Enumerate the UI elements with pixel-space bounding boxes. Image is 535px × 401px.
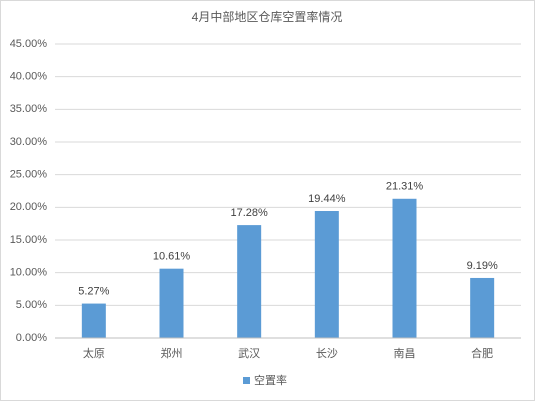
value-label: 10.61% [153, 251, 191, 263]
y-tick-label: 15.00% [10, 234, 48, 246]
value-label: 9.19% [467, 260, 498, 272]
value-label: 5.27% [78, 285, 109, 297]
value-label: 19.44% [308, 193, 346, 205]
x-tick-label: 合肥 [471, 346, 493, 360]
bar [237, 225, 262, 338]
value-label: 17.28% [231, 207, 269, 219]
y-tick-label: 20.00% [10, 201, 48, 213]
y-tick-label: 40.00% [10, 71, 48, 83]
y-tick-label: 45.00% [10, 38, 48, 50]
bar [470, 277, 495, 338]
legend-swatch [243, 377, 250, 384]
x-tick-label: 太原 [83, 347, 105, 360]
y-tick-label: 30.00% [10, 136, 48, 148]
x-tick-label: 郑州 [161, 346, 183, 360]
y-tick-label: 25.00% [10, 169, 48, 181]
bar [159, 268, 184, 338]
chart-title: 4月中部地区仓库空置率情况 [192, 9, 343, 24]
y-tick-label: 0.00% [16, 332, 47, 344]
legend-label: 空置率 [254, 373, 287, 387]
y-tick-label: 35.00% [10, 103, 48, 115]
x-tick-label: 长沙 [316, 347, 338, 360]
bar [81, 303, 106, 338]
x-tick-label: 南昌 [394, 347, 416, 360]
bar [314, 210, 339, 338]
y-tick-label: 5.00% [16, 299, 47, 311]
bar [392, 198, 417, 338]
value-label: 21.31% [386, 181, 424, 193]
x-tick-label: 武汉 [238, 347, 260, 360]
y-tick-label: 10.00% [10, 267, 48, 279]
